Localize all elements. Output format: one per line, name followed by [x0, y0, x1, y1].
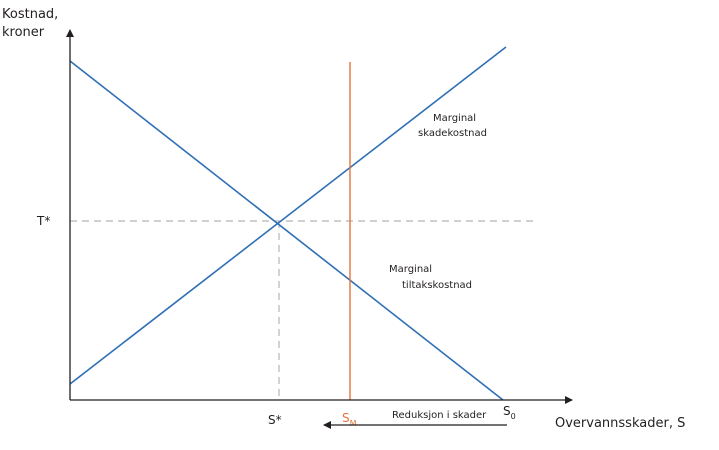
measure-cost-label-line1: Marginal — [389, 264, 432, 275]
y-axis-label-line2: kroner — [2, 25, 45, 40]
damage-cost-label-line2: skadekostnad — [418, 128, 487, 139]
marginal-measure-cost-line — [69, 60, 504, 401]
x-axis-label: Overvannsskader, S — [555, 416, 685, 431]
s0-tick-label-sub: 0 — [511, 412, 516, 421]
reduction-label: Reduksjon i skader — [392, 410, 487, 421]
s-m-tick-label-sub: M — [350, 419, 357, 428]
s0-tick-label-base: S — [503, 404, 511, 418]
measure-cost-label-line2: tiltakskostnad — [402, 280, 472, 291]
damage-cost-label-line1: Marginal — [433, 113, 476, 124]
s-m-tick-label-base: S — [342, 411, 350, 425]
y-axis-label-line1: Kostnad, — [2, 7, 58, 22]
t-star-tick-label: T* — [36, 214, 50, 228]
marginal-damage-cost-line — [69, 46, 507, 385]
s-m-tick-label: SM — [342, 411, 357, 428]
s-star-tick-label: S* — [268, 413, 282, 427]
s0-tick-label: S0 — [503, 404, 516, 421]
